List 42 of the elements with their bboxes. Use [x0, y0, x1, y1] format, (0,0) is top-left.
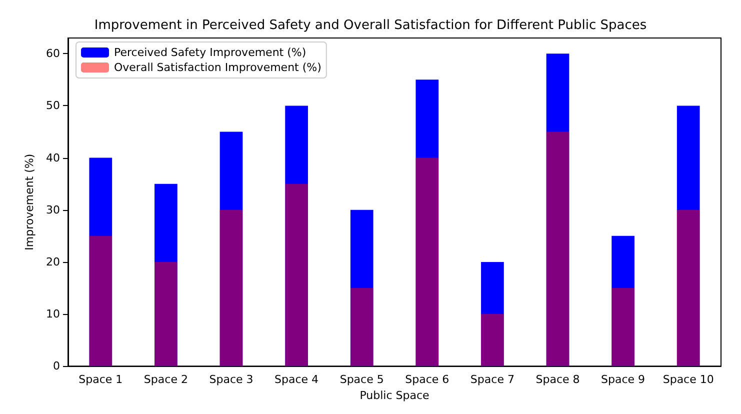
- y-tick-label: 10: [46, 308, 60, 321]
- x-tick-label: Space 5: [340, 373, 384, 386]
- x-tick-label: Space 9: [601, 373, 646, 386]
- legend-label: Overall Satisfaction Improvement (%): [114, 61, 322, 74]
- x-tick-label: Space 10: [662, 373, 714, 386]
- bar: [416, 80, 439, 366]
- legend-label: Perceived Safety Improvement (%): [114, 46, 306, 59]
- bar: [612, 288, 634, 366]
- y-tick-label: 50: [46, 99, 60, 112]
- bar: [220, 210, 243, 366]
- bar: [220, 132, 243, 366]
- x-tick-label: Space 8: [536, 373, 580, 386]
- bar: [89, 158, 112, 366]
- y-axis-title: Improvement (%): [23, 154, 36, 250]
- bar: [481, 262, 504, 366]
- x-axis-title: Public Space: [360, 389, 430, 402]
- x-tick-label: Space 2: [144, 373, 188, 386]
- bar: [546, 54, 570, 366]
- bar: [676, 210, 700, 366]
- y-tick-label: 0: [53, 360, 60, 373]
- bar: [546, 132, 570, 366]
- x-tick-label: Space 1: [78, 373, 123, 386]
- bar: [612, 236, 634, 366]
- bar: [89, 236, 112, 366]
- x-tick-label: Space 7: [470, 373, 514, 386]
- bar: [285, 184, 308, 366]
- y-tick-label: 60: [46, 47, 60, 60]
- chart-title: Improvement in Perceived Safety and Overall Satisfaction for Different Public Spaces: [94, 18, 647, 33]
- y-tick-label: 30: [46, 203, 60, 216]
- x-tick-label: Space 6: [405, 373, 450, 386]
- bar: [285, 106, 308, 366]
- bar: [154, 184, 178, 366]
- bar: [154, 262, 178, 366]
- y-tick-label: 20: [46, 255, 60, 268]
- bar: [350, 210, 374, 366]
- bar: [481, 314, 504, 366]
- x-tick-label: Space 4: [274, 373, 319, 386]
- y-tick-label: 40: [46, 151, 60, 164]
- bar: [416, 158, 439, 366]
- bar: [350, 288, 374, 366]
- x-tick-label: Space 3: [209, 373, 254, 386]
- bar: [676, 106, 700, 366]
